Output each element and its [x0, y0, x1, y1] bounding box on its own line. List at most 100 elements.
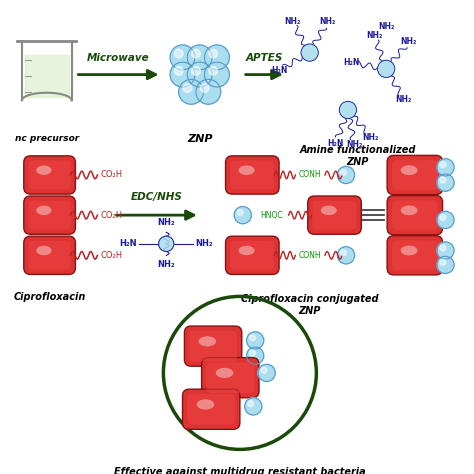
Circle shape — [337, 246, 355, 264]
Ellipse shape — [197, 400, 214, 410]
FancyBboxPatch shape — [312, 201, 356, 229]
Circle shape — [337, 166, 355, 183]
Circle shape — [437, 174, 454, 191]
Circle shape — [191, 66, 201, 75]
Text: NH₂: NH₂ — [157, 219, 175, 228]
Ellipse shape — [216, 368, 233, 378]
Circle shape — [196, 79, 221, 104]
FancyBboxPatch shape — [189, 331, 237, 362]
Text: NH₂: NH₂ — [363, 133, 379, 142]
Text: Effective against multidrug resistant bacteria: Effective against multidrug resistant ba… — [114, 466, 366, 474]
Ellipse shape — [238, 246, 255, 255]
Text: H₂N: H₂N — [271, 66, 287, 75]
Ellipse shape — [238, 165, 255, 175]
FancyBboxPatch shape — [24, 236, 75, 274]
FancyBboxPatch shape — [28, 161, 71, 189]
Circle shape — [250, 350, 255, 356]
FancyBboxPatch shape — [387, 236, 443, 275]
Text: CONH: CONH — [298, 251, 321, 260]
Text: Ciprofloxacin: Ciprofloxacin — [13, 292, 86, 301]
Ellipse shape — [401, 246, 418, 255]
FancyBboxPatch shape — [226, 236, 279, 274]
FancyBboxPatch shape — [226, 156, 279, 194]
Text: NH₂: NH₂ — [284, 18, 300, 27]
Text: NH₂: NH₂ — [157, 260, 175, 269]
Circle shape — [209, 66, 218, 75]
FancyBboxPatch shape — [387, 196, 443, 235]
Text: HNOC: HNOC — [260, 210, 283, 219]
Text: H₂N: H₂N — [343, 58, 359, 67]
Circle shape — [204, 62, 229, 87]
Text: Ciprofloxacin conjugated
ZNP: Ciprofloxacin conjugated ZNP — [241, 294, 378, 316]
Circle shape — [200, 84, 209, 92]
Text: APTES: APTES — [246, 53, 283, 63]
Ellipse shape — [36, 206, 52, 215]
Circle shape — [340, 169, 346, 175]
Text: NH₂: NH₂ — [401, 37, 417, 46]
FancyBboxPatch shape — [308, 196, 361, 234]
Circle shape — [174, 66, 183, 75]
Ellipse shape — [36, 246, 52, 255]
FancyBboxPatch shape — [230, 241, 274, 270]
Circle shape — [440, 177, 446, 183]
Circle shape — [209, 49, 218, 58]
Circle shape — [261, 367, 267, 374]
Circle shape — [245, 398, 262, 415]
Ellipse shape — [36, 165, 52, 175]
Text: CO₂H: CO₂H — [100, 251, 122, 260]
FancyBboxPatch shape — [392, 240, 438, 270]
FancyBboxPatch shape — [230, 161, 274, 189]
Circle shape — [250, 335, 255, 341]
Text: CO₂H: CO₂H — [100, 171, 122, 180]
Circle shape — [246, 347, 264, 365]
Circle shape — [378, 60, 395, 77]
Text: EDC/NHS: EDC/NHS — [131, 192, 182, 202]
FancyBboxPatch shape — [201, 357, 259, 398]
Ellipse shape — [401, 205, 418, 215]
FancyBboxPatch shape — [24, 156, 75, 194]
Circle shape — [440, 162, 446, 168]
Text: NH₂: NH₂ — [366, 31, 382, 40]
Circle shape — [246, 332, 264, 349]
Text: H₂N: H₂N — [119, 239, 137, 248]
Text: ZNP: ZNP — [187, 134, 212, 144]
Circle shape — [187, 45, 212, 70]
Text: NH₂: NH₂ — [396, 95, 412, 104]
FancyBboxPatch shape — [187, 394, 235, 425]
Circle shape — [170, 62, 195, 87]
Circle shape — [440, 259, 446, 265]
Circle shape — [174, 49, 183, 58]
Text: CONH: CONH — [298, 171, 321, 180]
Circle shape — [187, 62, 212, 87]
Circle shape — [234, 207, 251, 224]
Circle shape — [437, 159, 454, 176]
Circle shape — [440, 245, 446, 251]
Circle shape — [179, 79, 203, 104]
Circle shape — [440, 214, 446, 220]
Text: NH₂: NH₂ — [196, 239, 213, 248]
FancyBboxPatch shape — [392, 160, 438, 190]
Circle shape — [237, 210, 243, 216]
Text: NH₂: NH₂ — [319, 18, 336, 27]
FancyBboxPatch shape — [392, 201, 438, 230]
Text: nc precursor: nc precursor — [15, 134, 79, 143]
FancyBboxPatch shape — [206, 363, 254, 393]
Text: NH₂: NH₂ — [378, 22, 394, 31]
Text: Amine functionalized
ZNP: Amine functionalized ZNP — [299, 146, 416, 167]
Circle shape — [437, 211, 454, 228]
Ellipse shape — [199, 336, 216, 346]
Circle shape — [339, 101, 356, 118]
Text: CO₂H: CO₂H — [100, 210, 122, 219]
Ellipse shape — [321, 206, 337, 215]
FancyBboxPatch shape — [28, 241, 71, 270]
Ellipse shape — [401, 165, 418, 175]
Circle shape — [437, 242, 454, 259]
FancyBboxPatch shape — [24, 196, 75, 234]
Circle shape — [183, 84, 191, 92]
Text: NH₂: NH₂ — [346, 140, 362, 149]
FancyBboxPatch shape — [182, 389, 240, 429]
Circle shape — [204, 45, 229, 70]
Text: Microwave: Microwave — [87, 53, 150, 63]
Circle shape — [301, 44, 318, 61]
FancyBboxPatch shape — [184, 326, 242, 366]
